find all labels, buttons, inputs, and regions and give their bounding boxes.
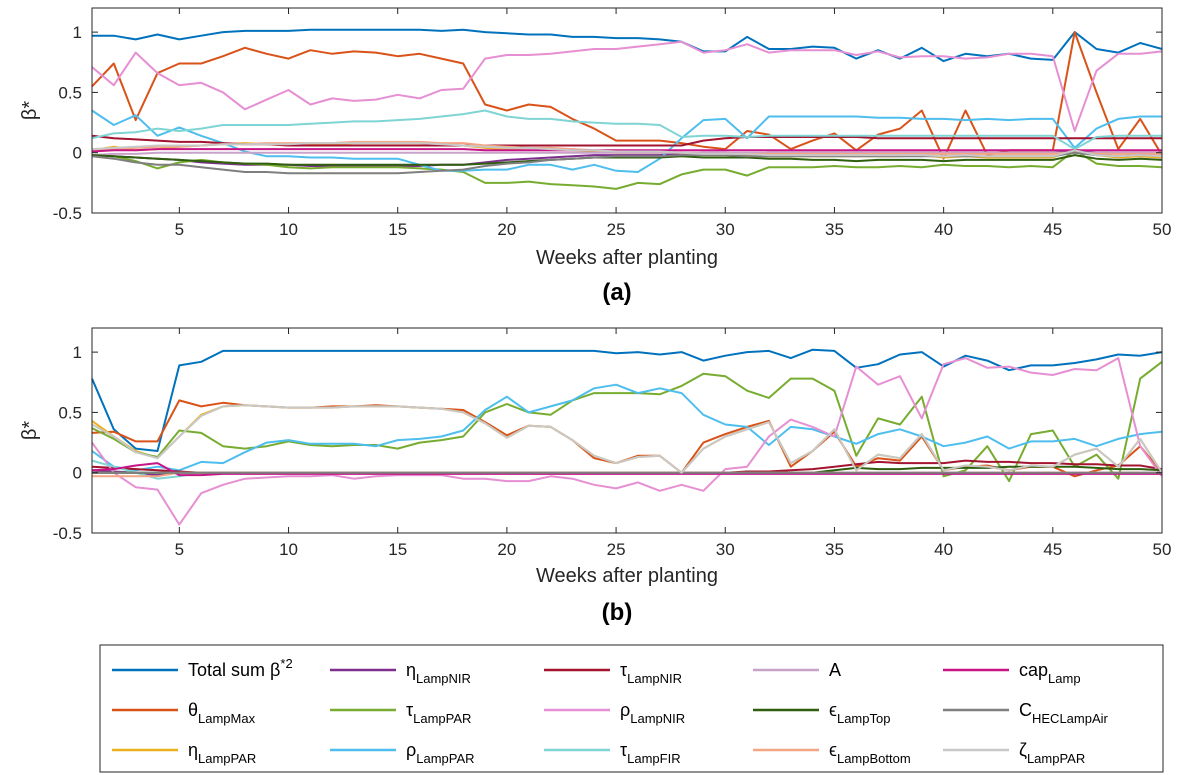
y-tick-label: -0.5 (53, 524, 82, 543)
x-axis-label: Weeks after planting (536, 247, 718, 269)
x-tick-label: 10 (279, 540, 298, 559)
x-tick-label: 25 (607, 220, 626, 239)
x-tick-label: 30 (716, 540, 735, 559)
legend-label: Total sum β*2 (188, 656, 293, 680)
x-tick-label: 5 (175, 220, 184, 239)
y-tick-label: 0 (73, 144, 82, 163)
legend-label: ϵLampTop (829, 700, 890, 726)
legend-item-rhoLampPAR: ρLampPAR (330, 740, 475, 766)
x-tick-label: 35 (825, 220, 844, 239)
series-line-rhoLampNIR (91, 357, 1163, 526)
legend-item-etaLampPAR: ηLampPAR (112, 740, 256, 766)
legend-label: A (829, 660, 841, 680)
series-line-tauLampPAR (91, 149, 1163, 190)
legend-label: ϵLampBottom (829, 740, 911, 766)
legend-label: ηLampPAR (188, 740, 256, 766)
panel-a: 5 10 15 20 25 30 35 40 45 50 1 0.5 0 -0.5 Weeks after … (19, 7, 1172, 306)
legend-item-zetaLampPAR: ζLampPAR (943, 740, 1085, 766)
x-tick-label: 40 (934, 220, 953, 239)
legend-item-capLamp: capLamp (943, 660, 1081, 686)
legend-label: ζLampPAR (1019, 740, 1085, 766)
y-tick-label: 0.5 (58, 83, 82, 102)
y-axis-label: β* (19, 421, 41, 441)
legend-item-etaLampNIR: ηLampNIR (330, 660, 471, 686)
series-line-rhoLampPAR (91, 109, 1162, 173)
panel-label: (b) (602, 599, 633, 626)
legend-label: τLampFIR (620, 740, 681, 766)
legend-item-tauLampPAR: τLampPAR (330, 700, 471, 726)
legend-item-total: Total sum β*2 (112, 656, 293, 680)
legend-label: τLampNIR (620, 660, 682, 686)
series-line-total (92, 28, 1163, 63)
y-tick-label: -0.5 (53, 204, 82, 223)
x-tick-label: 20 (497, 220, 516, 239)
legend-item-tauLampNIR: τLampNIR (544, 660, 682, 686)
x-tick-label: 10 (279, 220, 298, 239)
x-tick-label: 40 (934, 540, 953, 559)
legend-label: ηLampNIR (406, 660, 471, 686)
series-line-tauLampFIR (91, 109, 1162, 151)
legend-label: ρLampNIR (620, 700, 685, 726)
legend-item-epsLampTop: ϵLampTop (753, 700, 890, 726)
legend-item-rhoLampNIR: ρLampNIR (544, 700, 685, 726)
y-axis-label: β* (19, 101, 41, 121)
plot-frame (91, 7, 1163, 214)
legend-label: θLampMax (188, 700, 256, 726)
legend-item-epsLampBottom: ϵLampBottom (753, 740, 911, 766)
x-tick-label: 30 (716, 220, 735, 239)
panel-b: 5 10 15 20 25 30 35 40 45 50 1 0.5 0 -0.5 Weeks after … (19, 327, 1172, 626)
x-tick-label: 45 (1043, 220, 1062, 239)
x-tick-label: 45 (1043, 540, 1062, 559)
plot-frame (91, 327, 1163, 534)
series-line-total (91, 348, 1163, 452)
series-lines (91, 348, 1163, 526)
y-tick-label: 0.5 (58, 403, 82, 422)
series-line-zetaLampPAR (91, 404, 1163, 474)
x-axis-label: Weeks after planting (536, 565, 718, 587)
legend-item-A: A (753, 660, 841, 680)
x-tick-label: 25 (607, 540, 626, 559)
x-tick-label: 50 (1153, 220, 1172, 239)
x-tick-label: 15 (388, 540, 407, 559)
x-tick-label: 20 (497, 540, 516, 559)
y-tick-label: 0 (73, 464, 82, 483)
legend-item-tauLampFIR: τLampFIR (544, 740, 681, 766)
x-tick-label: 50 (1153, 540, 1172, 559)
series-lines (91, 28, 1163, 190)
x-tick-label: 5 (175, 540, 184, 559)
series-line-A (91, 151, 1162, 157)
series-line-rhoLampPAR (91, 383, 1163, 472)
series-line-rhoLampNIR (91, 40, 1163, 132)
x-tick-label: 35 (825, 540, 844, 559)
panel-label: (a) (602, 279, 631, 306)
legend-label: ρLampPAR (406, 740, 475, 766)
legend-item-CHEC: CHECLampAir (943, 700, 1109, 726)
series-line-zetaLampPAR (91, 142, 1163, 158)
y-tick-label: 1 (73, 343, 82, 362)
legend-label: capLamp (1019, 660, 1081, 686)
legend-label: CHECLampAir (1019, 700, 1109, 726)
series-line-thetaLampMax (91, 399, 1163, 478)
legend-item-thetaLampMax: θLampMax (112, 700, 256, 726)
y-tick-label: 1 (73, 23, 82, 42)
x-tick-label: 15 (388, 220, 407, 239)
legend-label: τLampPAR (406, 700, 471, 726)
series-line-capLamp (91, 462, 1162, 477)
series-line-thetaLampMax (91, 31, 1163, 160)
series-line-epsLampTop (91, 154, 1163, 166)
series-line-capLamp (91, 148, 1162, 153)
series-line-tauLampPAR (91, 361, 1163, 483)
